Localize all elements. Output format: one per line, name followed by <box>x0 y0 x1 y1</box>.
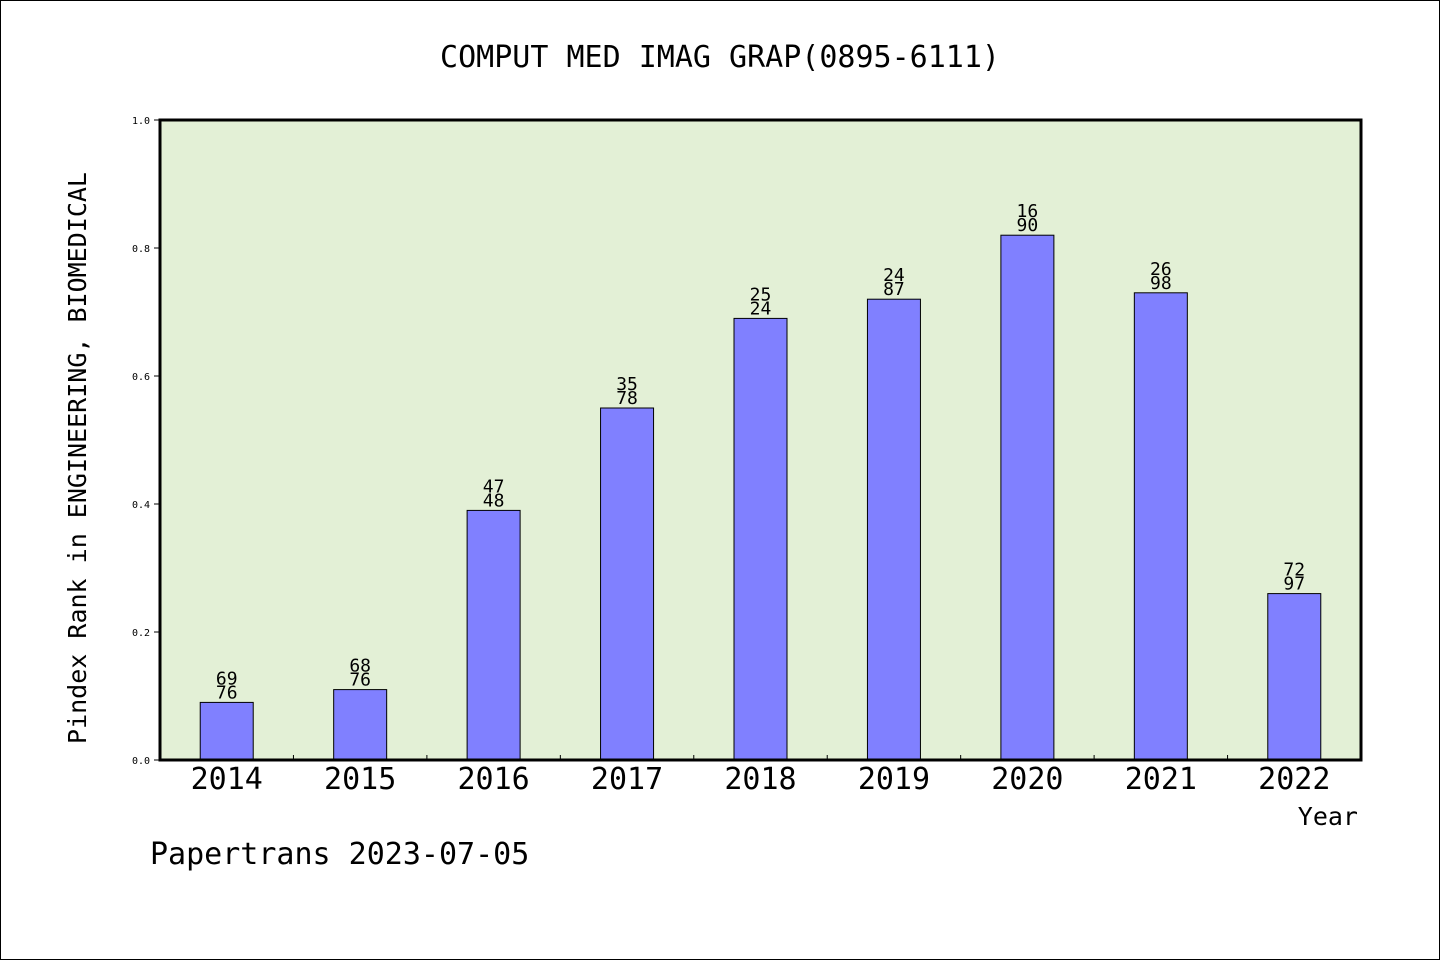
bar-label-2014-2: 76 <box>216 682 238 703</box>
x-tick-label-2015: 2015 <box>324 762 396 797</box>
bar-label-2017-2: 78 <box>616 388 638 409</box>
x-axis-label: Year <box>1298 802 1358 831</box>
bar-label-2018-2: 24 <box>750 298 772 319</box>
y-tick-label-5: 1.0 <box>132 116 150 127</box>
x-axis: 2014 2015 2016 2017 2018 2019 2020 2021 2022 <box>191 755 1330 797</box>
x-tick-label-2022: 2022 <box>1258 762 1330 797</box>
bar-label-2022-1: 72 <box>1283 560 1305 581</box>
bars-layer <box>199 234 1322 761</box>
chart-title: COMPUT MED IMAG GRAP(0895-6111) <box>440 40 1000 75</box>
x-tick-label-2018: 2018 <box>724 762 796 797</box>
bar-label-2014-1: 69 <box>216 668 238 689</box>
x-tick-label-2016: 2016 <box>457 762 529 797</box>
bar-label-2017-1: 35 <box>616 374 638 395</box>
plot-frame <box>158 118 1363 762</box>
y-tick-label-0: 0.0 <box>132 756 150 767</box>
bar-2016 <box>466 509 521 761</box>
y-tick-label-4: 0.8 <box>132 244 150 255</box>
x-tick-label-2019: 2019 <box>858 762 930 797</box>
bar-label-2021-2: 98 <box>1150 273 1172 294</box>
y-tick-label-2: 0.4 <box>132 500 150 511</box>
bar-label-2019-2: 87 <box>883 279 905 300</box>
x-tick-label-2017: 2017 <box>591 762 663 797</box>
footer-credit: Papertrans 2023-07-05 <box>150 837 529 872</box>
bar-label-2016-2: 48 <box>483 490 505 511</box>
bar-2021 <box>1133 292 1188 761</box>
bar-2022 <box>1267 593 1322 761</box>
bar-label-2019-1: 24 <box>883 265 905 286</box>
bar-2019 <box>866 298 921 761</box>
bar-2014 <box>199 701 254 761</box>
bar-2017 <box>600 407 655 761</box>
bar-label-2022-2: 97 <box>1283 574 1305 595</box>
bar-label-2016-1: 47 <box>483 476 505 497</box>
bar-2018 <box>733 317 788 761</box>
bar-label-2015-2: 76 <box>349 670 371 691</box>
bar-label-2020-1: 16 <box>1017 201 1039 222</box>
bar-2020 <box>1000 234 1055 761</box>
y-tick-label-3: 0.6 <box>132 372 150 383</box>
bar-2015 <box>333 689 388 761</box>
bar-label-2015-1: 68 <box>349 656 371 677</box>
x-tick-label-2020: 2020 <box>991 762 1063 797</box>
bar-label-2020-2: 90 <box>1017 215 1039 236</box>
x-tick-label-2014: 2014 <box>191 762 263 797</box>
bar-label-2021-1: 26 <box>1150 259 1172 280</box>
x-tick-label-2021: 2021 <box>1125 762 1197 797</box>
y-tick-label-1: 0.2 <box>132 628 150 639</box>
y-axis-label: Pindex Rank in ENGINEERING, BIOMEDICAL <box>63 172 92 744</box>
bar-label-2018-1: 25 <box>750 284 772 305</box>
